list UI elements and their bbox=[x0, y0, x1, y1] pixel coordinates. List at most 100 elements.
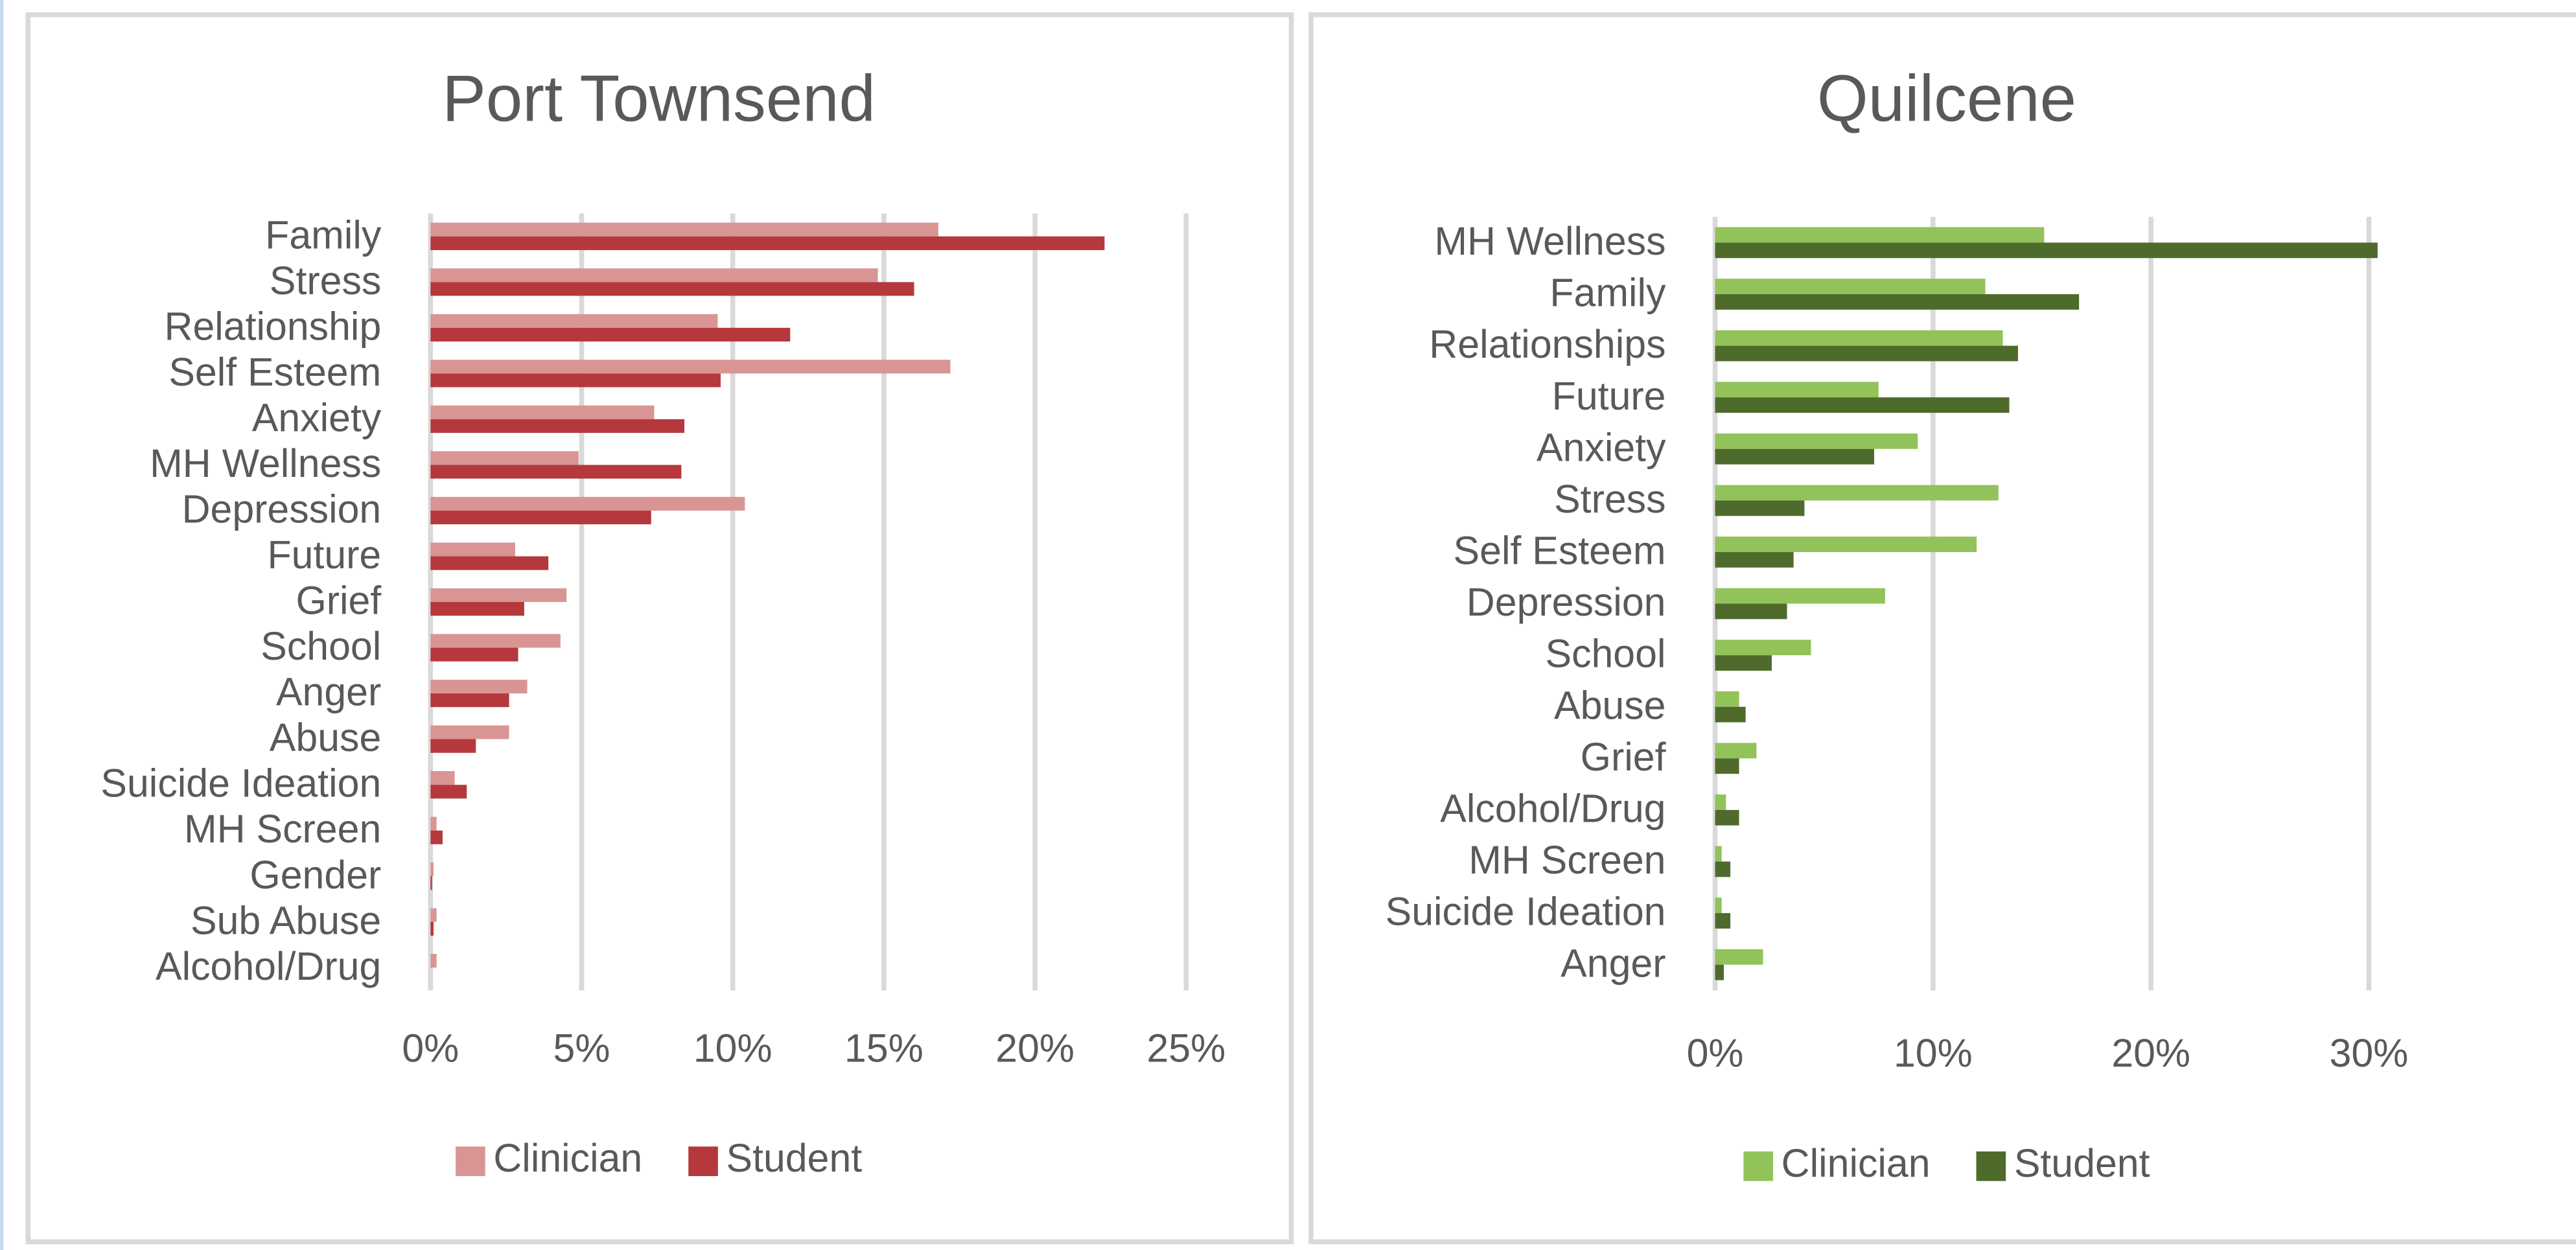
bar bbox=[430, 725, 509, 739]
bar bbox=[430, 405, 655, 419]
y-tick-label: Self Esteem bbox=[168, 350, 381, 394]
y-tick-label: Abuse bbox=[270, 715, 381, 759]
bar bbox=[430, 921, 434, 936]
bar bbox=[1715, 897, 1722, 914]
y-tick-label: Family bbox=[1549, 271, 1666, 315]
panel-frame bbox=[25, 12, 1294, 1245]
bar bbox=[430, 862, 434, 877]
bar bbox=[430, 327, 791, 342]
bar bbox=[1715, 227, 2045, 243]
bar bbox=[1715, 330, 2003, 346]
legend-swatch bbox=[1976, 1151, 2006, 1181]
y-tick-label: Grief bbox=[296, 579, 381, 623]
bar bbox=[1715, 794, 1726, 810]
x-tick-label: 30% bbox=[2330, 1031, 2409, 1075]
chart-title: Port Townsend bbox=[442, 62, 876, 135]
y-tick-label: MH Screen bbox=[184, 807, 381, 851]
y-tick-label: Abuse bbox=[1554, 683, 1665, 727]
legend-label: Student bbox=[726, 1136, 863, 1180]
y-tick-label: School bbox=[261, 624, 381, 668]
bar bbox=[430, 556, 549, 570]
bar bbox=[1715, 537, 1977, 552]
bar bbox=[1715, 433, 1918, 449]
bar bbox=[1715, 846, 1722, 862]
bar bbox=[430, 314, 718, 328]
bar bbox=[430, 785, 467, 799]
bar bbox=[1715, 655, 1772, 671]
y-tick-label: Relationship bbox=[165, 304, 382, 348]
y-tick-label: Anger bbox=[276, 670, 381, 714]
y-tick-label: Anxiety bbox=[252, 395, 382, 439]
bar bbox=[1715, 913, 1731, 929]
x-tick-label: 20% bbox=[995, 1026, 1074, 1070]
bar bbox=[1715, 964, 1724, 980]
y-tick-label: Grief bbox=[1581, 735, 1666, 779]
y-tick-label: MH Screen bbox=[1468, 838, 1665, 882]
bar bbox=[1715, 809, 1739, 826]
x-tick-label: 5% bbox=[553, 1026, 610, 1070]
bar bbox=[430, 830, 443, 844]
x-tick-label: 15% bbox=[844, 1026, 923, 1070]
bar bbox=[430, 360, 951, 374]
y-tick-label: Future bbox=[1552, 374, 1666, 418]
x-tick-label: 10% bbox=[693, 1026, 772, 1070]
chart-title: Quilcene bbox=[1817, 62, 2076, 135]
x-tick-label: 25% bbox=[1146, 1026, 1225, 1070]
bar bbox=[430, 282, 914, 296]
bar bbox=[430, 647, 518, 662]
bar bbox=[1715, 485, 1999, 501]
bar bbox=[430, 908, 437, 922]
x-tick-label: 0% bbox=[1687, 1031, 1744, 1075]
bar bbox=[1715, 588, 1885, 604]
bar bbox=[1715, 706, 1746, 723]
bar bbox=[430, 451, 579, 465]
bar bbox=[430, 496, 745, 511]
bar bbox=[430, 876, 432, 890]
bar bbox=[1715, 345, 2018, 362]
bar bbox=[1715, 279, 1986, 294]
bar bbox=[430, 419, 685, 434]
bar bbox=[1715, 382, 1879, 398]
y-tick-label: Anxiety bbox=[1537, 425, 1666, 469]
bar bbox=[430, 954, 437, 968]
bar bbox=[430, 465, 682, 479]
bar bbox=[1715, 949, 1763, 965]
y-tick-label: Alcohol/Drug bbox=[1440, 787, 1665, 831]
bar bbox=[430, 222, 938, 237]
bar bbox=[1715, 861, 1731, 877]
y-tick-label: MH Wellness bbox=[1434, 219, 1665, 263]
legend-swatch bbox=[688, 1146, 718, 1176]
bar bbox=[430, 373, 721, 388]
panel-frame bbox=[1308, 12, 2576, 1245]
y-tick-label: Depression bbox=[182, 487, 382, 531]
bar bbox=[1715, 603, 1787, 619]
y-tick-label: Stress bbox=[1554, 477, 1665, 521]
y-tick-label: MH Wellness bbox=[150, 441, 381, 485]
legend-label: Student bbox=[2014, 1141, 2150, 1185]
bar bbox=[430, 739, 476, 753]
bar bbox=[430, 542, 515, 557]
x-tick-label: 0% bbox=[402, 1026, 459, 1070]
y-tick-label: Suicide Ideation bbox=[1386, 890, 1666, 934]
y-tick-label: Suicide Ideation bbox=[100, 761, 381, 805]
bar bbox=[1715, 743, 1757, 759]
y-tick-label: Stress bbox=[270, 259, 381, 303]
y-tick-label: Relationships bbox=[1429, 322, 1665, 366]
x-tick-label: 20% bbox=[2111, 1031, 2190, 1075]
bar bbox=[430, 693, 509, 708]
legend-label: Clinician bbox=[1781, 1141, 1931, 1185]
y-tick-label: Family bbox=[265, 213, 382, 257]
bar bbox=[1715, 294, 2080, 310]
bar bbox=[430, 588, 567, 603]
bar bbox=[1715, 640, 1811, 656]
legend-swatch bbox=[456, 1146, 485, 1176]
bar bbox=[430, 510, 651, 525]
bar bbox=[1715, 691, 1739, 707]
legend-swatch bbox=[1743, 1151, 1774, 1181]
y-tick-label: Anger bbox=[1561, 941, 1665, 985]
y-tick-label: Self Esteem bbox=[1454, 529, 1666, 573]
bar bbox=[1715, 500, 1805, 516]
y-tick-label: Future bbox=[267, 533, 381, 577]
